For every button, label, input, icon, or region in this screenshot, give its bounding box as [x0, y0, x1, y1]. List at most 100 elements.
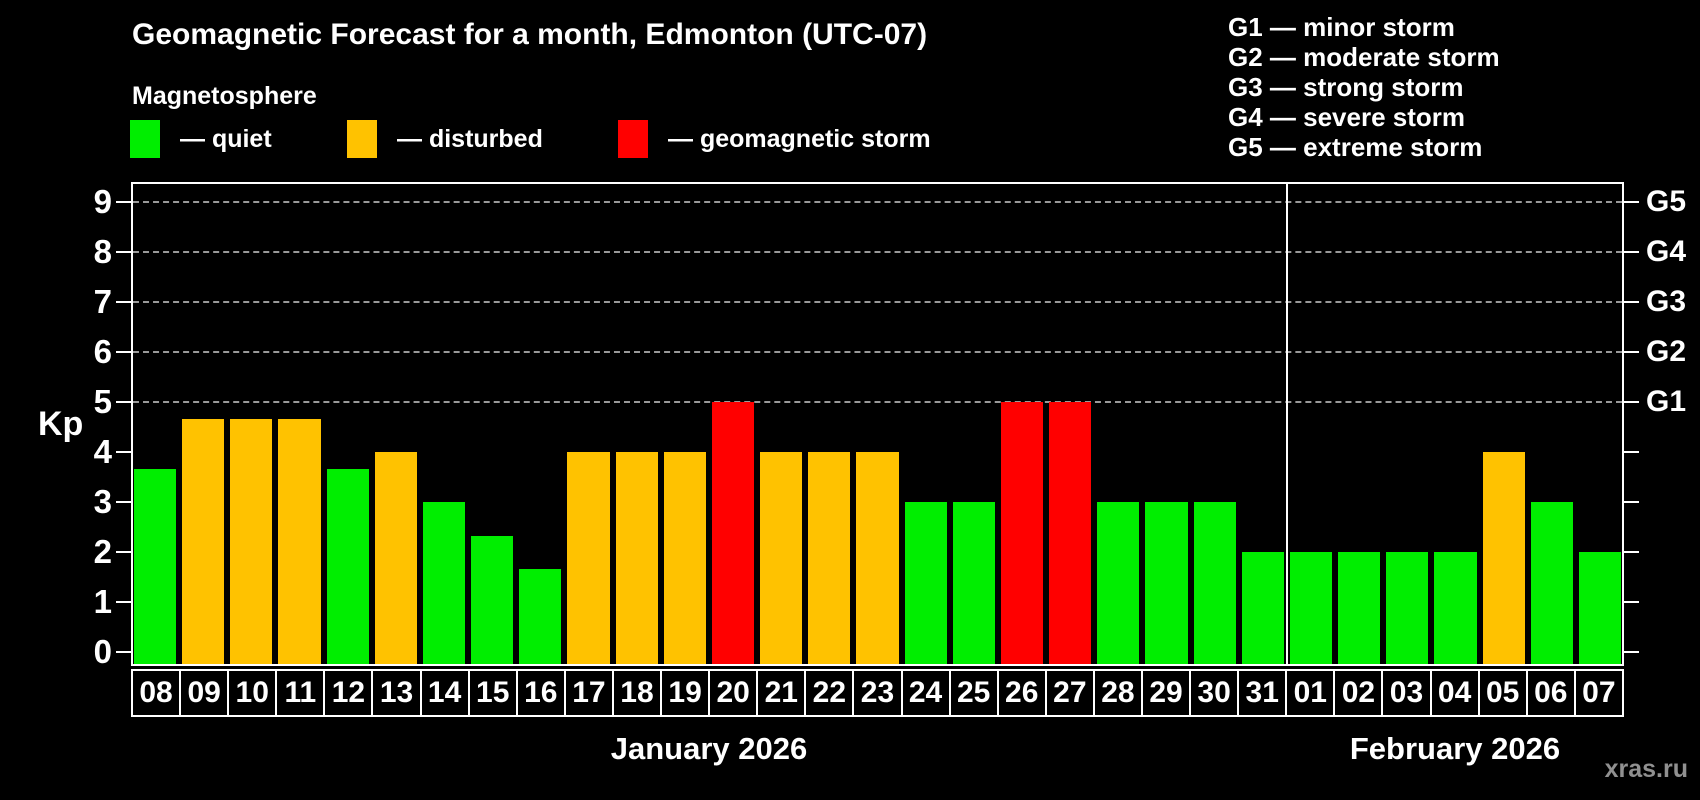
day-label-23: 23: [852, 671, 900, 715]
day-label-22: 22: [804, 671, 852, 715]
day-label-19: 19: [660, 671, 708, 715]
kp-bar-day-15: [471, 535, 514, 664]
right-tick-kp-8: [1624, 251, 1639, 253]
kp-bar-day-11: [278, 418, 321, 664]
right-tick-kp-2: [1624, 551, 1639, 553]
y-tick-label-1: 1: [93, 583, 112, 620]
y-tick-label-8: 8: [93, 233, 112, 270]
kp-bar-day-27: [1049, 402, 1092, 664]
kp-bar-day-31: [1241, 552, 1284, 664]
y-tick-label-6: 6: [93, 333, 112, 370]
kp-bar-day-22: [808, 452, 851, 664]
day-label-28: 28: [1092, 671, 1141, 715]
day-label-13: 13: [371, 671, 419, 715]
day-label-27: 27: [1044, 671, 1093, 715]
kp-bar-day-16: [519, 568, 562, 664]
day-label-29: 29: [1140, 671, 1189, 715]
storm-swatch-icon: [618, 120, 648, 158]
right-tick-kp-4: [1624, 451, 1639, 453]
kp-bar-day-13: [374, 452, 417, 664]
day-label-11: 11: [275, 671, 323, 715]
day-label-21: 21: [756, 671, 804, 715]
left-tick-kp-8: [116, 251, 131, 253]
page-title: Geomagnetic Forecast for a month, Edmont…: [132, 18, 928, 51]
day-label-04: 04: [1429, 671, 1478, 715]
day-label-17: 17: [563, 671, 612, 715]
kp-bar-day-24: [904, 502, 947, 664]
right-tick-kp-9: [1624, 201, 1639, 203]
month-label-january: January 2026: [610, 731, 808, 766]
day-label-26: 26: [996, 671, 1045, 715]
day-label-12: 12: [323, 671, 371, 715]
y-axis-label: Kp: [38, 405, 84, 443]
day-label-01: 01: [1285, 671, 1333, 715]
day-label-16: 16: [515, 671, 564, 715]
legend-item-disturbed: — disturbed: [347, 118, 543, 160]
day-label-31: 31: [1237, 671, 1285, 715]
right-tick-kp-0: [1624, 651, 1639, 653]
legend-label: — geomagnetic storm: [668, 124, 931, 153]
left-tick-kp-6: [116, 351, 131, 353]
right-tick-kp-5: [1624, 401, 1639, 403]
disturbed-swatch-icon: [347, 120, 377, 158]
day-label-24: 24: [900, 671, 949, 715]
kp-bar-day-10: [230, 418, 273, 664]
kp-bar-day-28: [1097, 502, 1140, 664]
legend-label: — quiet: [180, 124, 272, 153]
y-tick-label-9: 9: [93, 183, 112, 220]
left-tick-kp-0: [116, 651, 131, 653]
kp-bar-day-01: [1289, 552, 1333, 664]
y-tick-label-4: 4: [93, 433, 112, 470]
kp-bar-day-26: [1000, 402, 1044, 664]
kp-bar-day-25: [952, 502, 995, 664]
y-tick-label-0: 0: [93, 633, 112, 670]
kp-bar-day-09: [182, 418, 225, 664]
right-tick-kp-1: [1624, 601, 1639, 603]
left-tick-kp-2: [116, 551, 131, 553]
quiet-swatch-icon: [130, 120, 160, 158]
day-label-25: 25: [948, 671, 997, 715]
kp-bar-day-14: [422, 502, 466, 664]
left-tick-kp-4: [116, 451, 131, 453]
day-label-20: 20: [708, 671, 756, 715]
y-tick-label-5: 5: [93, 383, 112, 420]
g-tick-label-G1: G1: [1646, 385, 1687, 418]
g-tick-label-G5: G5: [1646, 185, 1687, 218]
gridline-kp-7: [133, 301, 1622, 303]
day-label-03: 03: [1381, 671, 1429, 715]
left-tick-kp-9: [116, 201, 131, 203]
day-label-08: 08: [139, 676, 173, 709]
gridline-kp-9: [133, 201, 1622, 203]
month-separator-line: [1285, 182, 1288, 666]
g-legend-line: G3 — strong storm: [1228, 72, 1464, 102]
right-tick-kp-3: [1624, 501, 1639, 503]
right-tick-kp-7: [1624, 301, 1639, 303]
y-tick-label-2: 2: [93, 533, 112, 570]
day-label-09: 09: [179, 671, 227, 715]
g-legend-line: G4 — severe storm: [1228, 102, 1466, 132]
legend-item-quiet: — quiet: [130, 118, 272, 160]
kp-bar-day-30: [1193, 502, 1236, 664]
month-label-february: February 2026: [1349, 731, 1561, 766]
g-tick-label-G2: G2: [1646, 335, 1687, 368]
gridline-kp-5: [133, 401, 1622, 403]
kp-bar-day-20: [711, 402, 755, 664]
left-tick-kp-3: [116, 501, 131, 503]
kp-bar-day-19: [663, 452, 706, 664]
y-tick-label-3: 3: [93, 483, 112, 520]
day-label-14: 14: [419, 671, 468, 715]
day-label-07: 07: [1573, 671, 1622, 715]
day-label-30: 30: [1189, 671, 1237, 715]
day-label-18: 18: [611, 671, 660, 715]
left-tick-kp-1: [116, 601, 131, 603]
kp-bar-day-23: [856, 452, 899, 664]
kp-bar-day-02: [1338, 552, 1381, 664]
day-label-02: 02: [1333, 671, 1381, 715]
kp-bar-day-18: [615, 452, 658, 664]
kp-bar-day-06: [1530, 502, 1573, 664]
left-tick-kp-5: [116, 401, 131, 403]
gridline-kp-6: [133, 351, 1622, 353]
day-label-05: 05: [1477, 671, 1526, 715]
kp-bar-day-17: [567, 452, 610, 664]
